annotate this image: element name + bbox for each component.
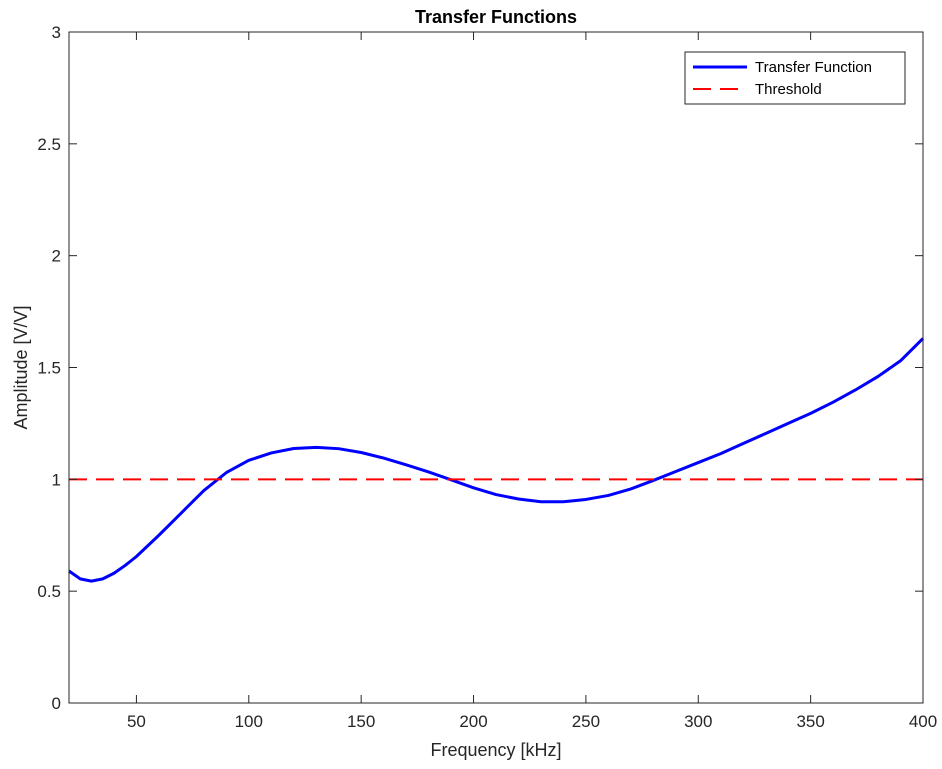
y-tick-label: 1: [52, 470, 61, 489]
x-axis-label: Frequency [kHz]: [430, 740, 561, 760]
series-line-transfer-function: [68, 337, 925, 583]
x-tick-label: 200: [459, 712, 487, 731]
legend-label-transfer-function: Transfer Function: [755, 59, 872, 76]
legend-label-threshold: Threshold: [755, 81, 822, 98]
x-tick-label: 300: [684, 712, 712, 731]
y-tick-label: 0: [52, 694, 61, 713]
x-tick-label: 350: [796, 712, 824, 731]
axes-layer: 50 100 150 200 250 300 350 400 0 0.5 1 1.5 2 2.5 3: [37, 23, 937, 731]
y-tick-label: 0.5: [37, 582, 61, 601]
x-tick-label: 250: [572, 712, 600, 731]
legend: Transfer Function Threshold: [684, 51, 906, 105]
chart-title: Transfer Functions: [415, 7, 577, 27]
y-tick-label: 1.5: [37, 359, 61, 378]
x-tick-label: 150: [347, 712, 375, 731]
y-axis-label: Amplitude [V/V]: [11, 305, 31, 429]
series-layer: [68, 337, 925, 583]
x-tick-label: 50: [127, 712, 146, 731]
x-tick-label: 400: [909, 712, 937, 731]
y-tick-label: 3: [52, 23, 61, 42]
plot-area: [69, 32, 923, 703]
y-tick-label: 2.5: [37, 135, 61, 154]
y-tick-label: 2: [52, 247, 61, 266]
x-tick-label: 100: [235, 712, 263, 731]
legend-box: [684, 51, 906, 105]
